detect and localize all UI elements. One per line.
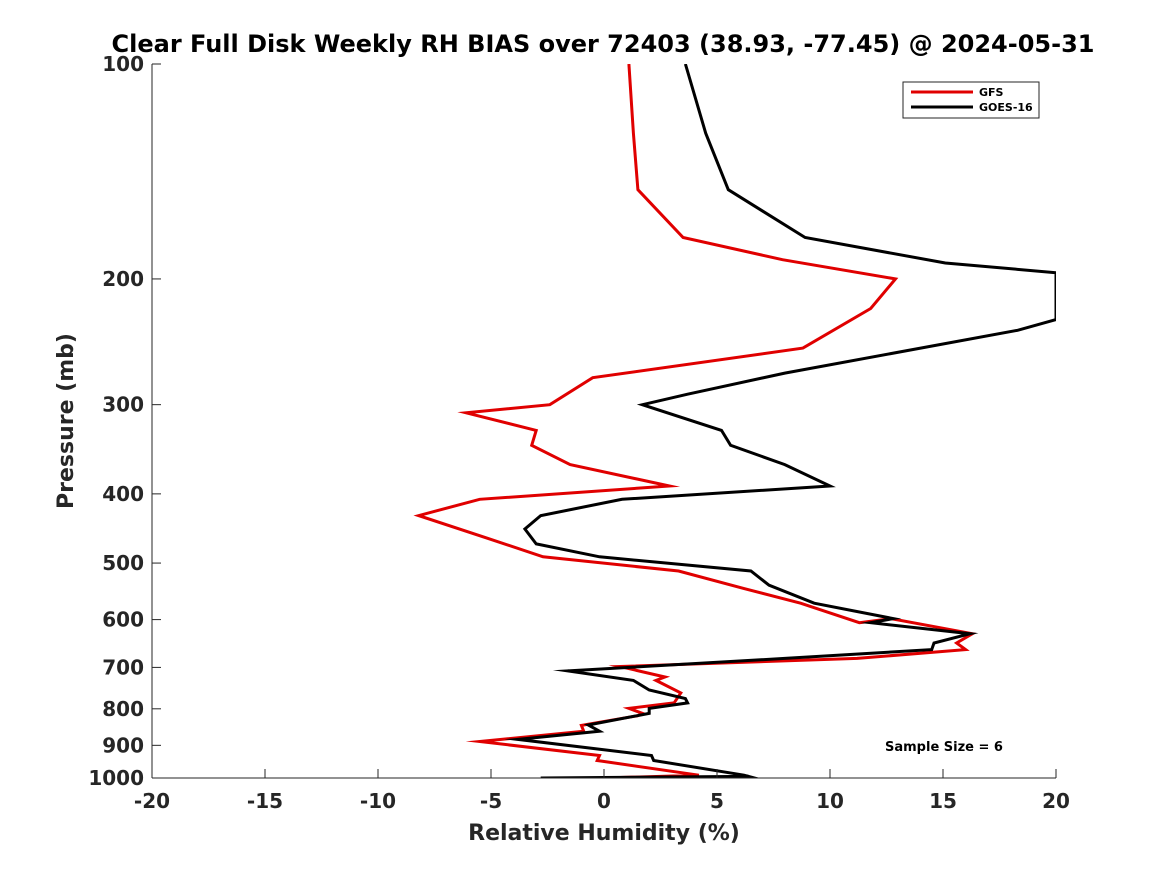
legend-label: GOES-16 [979,101,1033,114]
y-axis-label: Pressure (mb) [54,333,79,509]
x-axis-label: Relative Humidity (%) [468,821,740,846]
y-tick-label: 500 [102,551,144,575]
x-tick-label: 20 [1042,789,1070,813]
x-tick-label: 5 [710,789,724,813]
x-tick-label: -15 [247,789,283,813]
y-tick-label: 200 [102,267,144,291]
y-tick-label: 600 [102,608,144,632]
y-tick-label: 400 [102,482,144,506]
chart-title: Clear Full Disk Weekly RH BIAS over 7240… [112,30,1095,58]
x-tick-label: -10 [360,789,396,813]
series-line-goes-16 [504,64,1056,778]
axes-layer: -20 -15 -10 -5 0 5 10 15 20 100 200 300 400 500 600 700… [88,52,1070,813]
legend: GFS GOES-16 [902,81,1040,119]
y-tick-label: 1000 [88,766,144,790]
legend-label: GFS [979,86,1004,99]
sample-size-annotation: Sample Size = 6 [885,740,1003,755]
x-tick-label: -5 [480,789,502,813]
y-tick-label: 700 [102,655,144,679]
x-tick-label: -20 [134,789,170,813]
y-tick-label: 300 [102,393,144,417]
series-layer [413,64,1056,778]
y-tick-label: 900 [102,733,144,757]
x-tick-label: 15 [929,789,957,813]
y-tick-label: 800 [102,697,144,721]
legend-box [902,81,1040,119]
x-tick-label: 0 [597,789,611,813]
x-tick-label: 10 [816,789,844,813]
y-tick-label: 100 [102,52,144,76]
